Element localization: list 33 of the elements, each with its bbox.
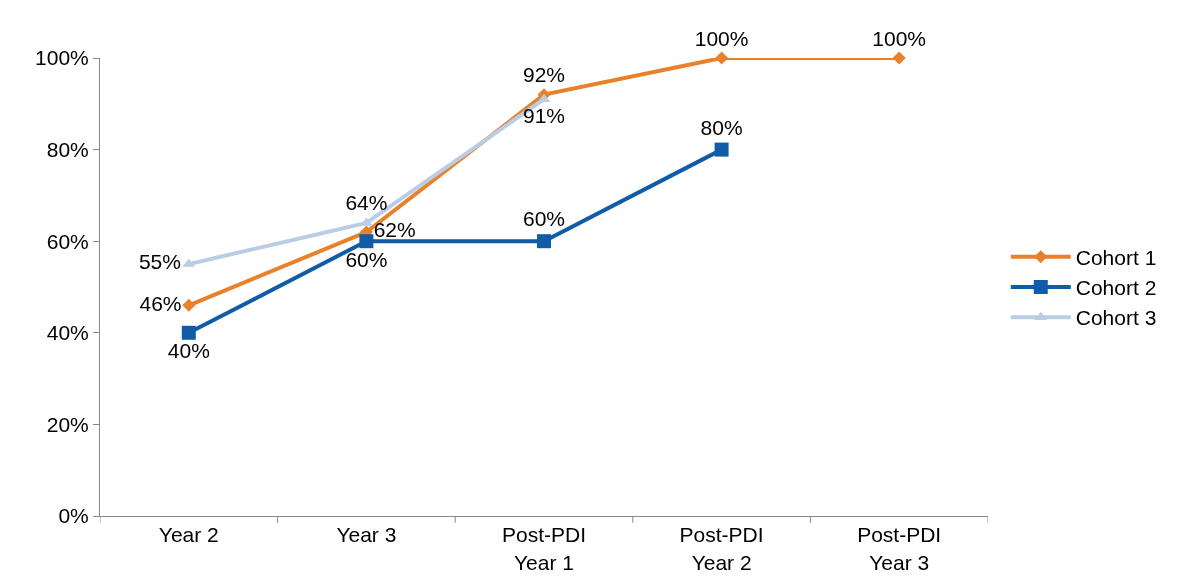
- point: [714, 142, 729, 157]
- point: [715, 51, 729, 65]
- point: [892, 51, 906, 65]
- data-label: 92%: [522, 63, 566, 87]
- data-label: 40%: [167, 339, 210, 363]
- y-tick-label: 100%: [35, 46, 89, 70]
- data-label: 80%: [700, 115, 743, 139]
- legend-label: Cohort 2: [1075, 276, 1157, 300]
- legend-label: Cohort 3: [1075, 306, 1157, 330]
- data-label: 100%: [694, 26, 749, 50]
- data-label: 62%: [373, 218, 416, 242]
- y-tick-label: 80%: [46, 137, 89, 161]
- data-label: 55%: [138, 250, 181, 274]
- data-label: 64%: [345, 190, 388, 214]
- y-tick-label: 40%: [46, 321, 89, 345]
- y-tick-label: 20%: [46, 412, 89, 436]
- data-label: 100%: [872, 26, 927, 50]
- data-label: 46%: [139, 291, 182, 315]
- y-tick-label: 0%: [58, 504, 89, 528]
- data-label: 91%: [522, 103, 566, 127]
- point: [182, 298, 196, 312]
- point: [537, 234, 551, 249]
- point: [181, 325, 196, 340]
- x-tick-label: Post-PDI Year 2: [679, 523, 764, 574]
- y-tick-label: 60%: [46, 229, 89, 253]
- legend-label: Cohort 1: [1075, 245, 1157, 269]
- data-label: 60%: [522, 207, 566, 231]
- data-label: 60%: [345, 247, 388, 271]
- x-tick-label: Year 3: [336, 523, 397, 547]
- x-tick-label: Post-PDI Year 3: [857, 523, 942, 574]
- x-tick-label: Year 2: [158, 523, 219, 547]
- x-tick-label: Post-PDI Year 1: [501, 523, 587, 574]
- point: [359, 234, 374, 249]
